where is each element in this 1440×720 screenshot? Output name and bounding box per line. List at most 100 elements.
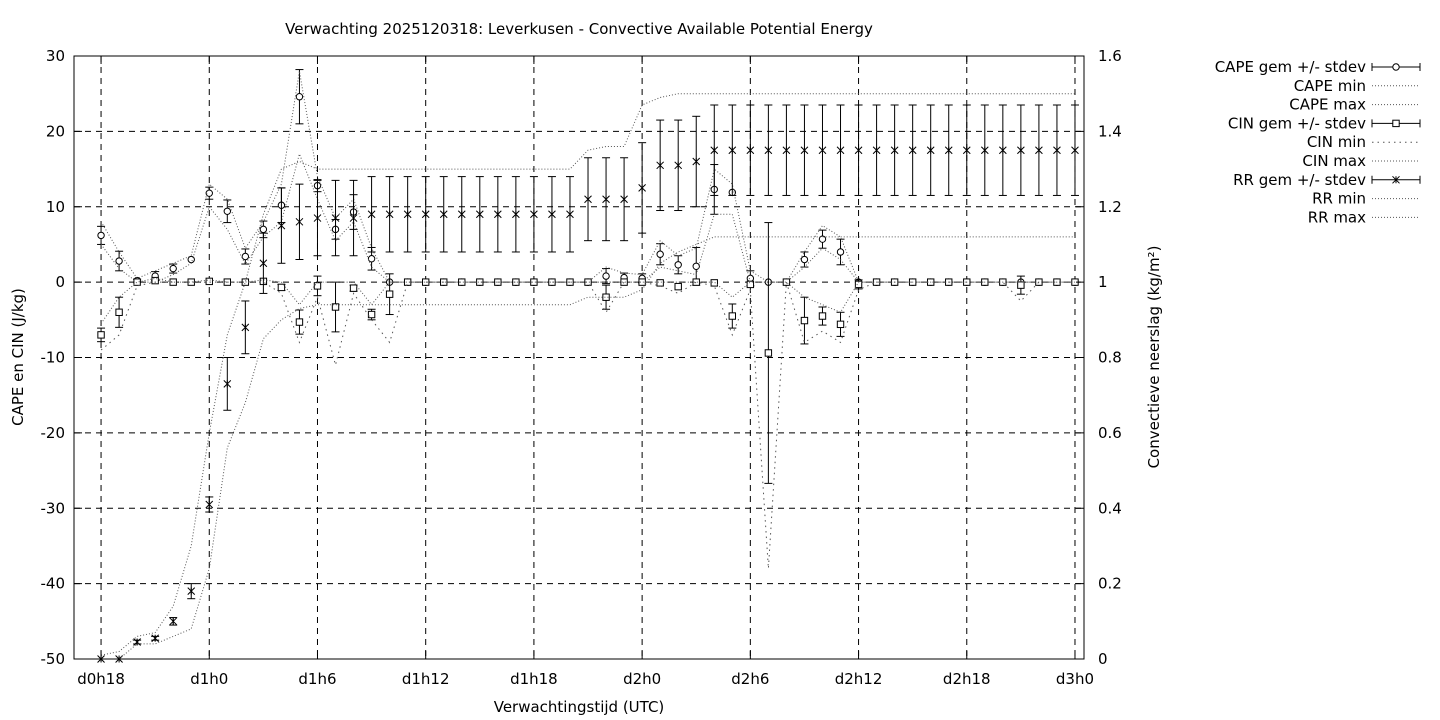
data-point [439, 210, 448, 219]
data-point [602, 195, 610, 204]
y2-tick-label: 1 [1098, 273, 1108, 291]
data-point [421, 278, 430, 286]
y2-tick-label: 1.4 [1098, 122, 1122, 140]
data-point [403, 210, 412, 219]
x-tick-label: d2h12 [835, 670, 883, 688]
data-point [584, 195, 592, 204]
data-point [223, 380, 232, 388]
chart-title: Verwachting 2025120318: Leverkusen - Con… [285, 20, 873, 38]
x-tick-label: d0h18 [77, 670, 125, 688]
data-point [584, 278, 592, 286]
y2-tick-label: 1.6 [1098, 47, 1122, 65]
y-tick-label: -30 [41, 499, 66, 517]
data-point [818, 146, 827, 155]
series-3 [97, 222, 1079, 484]
data-point [818, 312, 827, 320]
series-line [101, 236, 1075, 660]
legend-label: CAPE gem +/- stdev [1215, 58, 1366, 76]
data-point [674, 261, 682, 269]
y-tick-label: 10 [46, 198, 65, 216]
legend-marker [1392, 175, 1400, 184]
data-point [998, 146, 1007, 155]
data-point [133, 638, 141, 646]
data-point [187, 587, 196, 596]
series-8 [100, 93, 1075, 656]
data-point [836, 320, 845, 329]
x-tick-label: d1h6 [298, 670, 336, 688]
data-point [728, 146, 737, 155]
data-point [349, 284, 358, 292]
data-point [367, 310, 376, 319]
data-point [638, 184, 646, 192]
data-point [385, 210, 394, 219]
data-point [710, 146, 719, 155]
legend-label: RR min [1312, 190, 1366, 208]
data-point [620, 195, 628, 204]
data-point [475, 210, 484, 219]
data-point [800, 316, 809, 325]
data-point [349, 214, 358, 222]
axes: d0h18 d1h0 d1h6 d1h12 d1h18 d2h0 d2h6 d2h12 d2h1… [41, 47, 1122, 688]
data-point [656, 161, 665, 170]
data-point [1017, 281, 1025, 289]
x-axis-label: Verwachtingstijd (UTC) [494, 698, 665, 716]
data-point [926, 146, 935, 155]
legend-label: CAPE min [1294, 77, 1366, 95]
data-point [890, 146, 899, 155]
x-tick-label: d3h0 [1056, 670, 1094, 688]
data-point [115, 308, 123, 316]
data-point [962, 146, 971, 155]
data-point [367, 255, 376, 263]
data-point [151, 276, 159, 285]
y2-tick-label: 0.6 [1098, 424, 1122, 442]
data-point [205, 277, 213, 286]
y-tick-label: 0 [55, 273, 65, 291]
data-point [313, 282, 322, 290]
data-point [746, 274, 755, 283]
data-point [980, 146, 989, 155]
data-point [512, 278, 520, 286]
data-point [421, 210, 430, 219]
data-point [169, 264, 177, 273]
data-point [602, 293, 610, 301]
data-point [169, 278, 177, 286]
data-point [944, 146, 953, 155]
data-point [331, 214, 340, 222]
data-point [115, 257, 123, 265]
data-point [674, 161, 683, 170]
y2-tick-label: 1.2 [1098, 198, 1122, 216]
data-point [566, 210, 574, 219]
data-point [241, 252, 250, 261]
legend-label: CIN gem +/- stdev [1228, 114, 1366, 132]
data-point [277, 283, 286, 292]
data-point [782, 278, 791, 286]
data-point [854, 280, 863, 289]
data-point [674, 282, 682, 291]
data-point [692, 278, 700, 286]
data-point [872, 146, 881, 155]
data-point [548, 278, 556, 286]
data-point [241, 323, 250, 332]
data-point [1053, 146, 1061, 155]
data-point [764, 146, 773, 155]
data-point [764, 349, 773, 357]
legend-label: CIN max [1302, 152, 1366, 170]
data-point [638, 278, 646, 286]
legend-label: CAPE max [1289, 96, 1366, 114]
data-point [1035, 146, 1043, 155]
data-point [800, 146, 809, 155]
data-point [169, 617, 178, 626]
data-point [457, 210, 466, 219]
data-point [1017, 146, 1025, 155]
y-tick-label: 20 [46, 122, 65, 140]
series-line [100, 93, 1075, 656]
y-tick-label: 30 [46, 47, 65, 65]
data-point [692, 157, 701, 166]
legend-label: RR max [1308, 208, 1366, 226]
data-point [295, 318, 304, 326]
data-point [205, 189, 213, 197]
data-point [1071, 146, 1079, 155]
data-point [313, 214, 322, 222]
